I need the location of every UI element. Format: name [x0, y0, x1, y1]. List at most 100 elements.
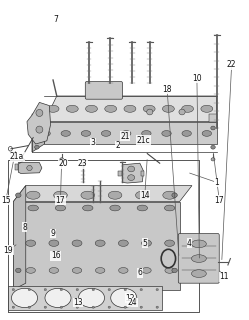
Text: 12: 12: [125, 294, 135, 303]
Ellipse shape: [45, 288, 71, 308]
Ellipse shape: [211, 158, 215, 161]
Ellipse shape: [165, 240, 175, 246]
Ellipse shape: [16, 193, 21, 197]
Ellipse shape: [156, 289, 158, 291]
Ellipse shape: [141, 240, 151, 246]
Ellipse shape: [140, 289, 142, 291]
Text: 7: 7: [53, 15, 58, 24]
Ellipse shape: [12, 306, 15, 308]
Text: 17: 17: [214, 196, 224, 204]
Ellipse shape: [36, 126, 43, 133]
Ellipse shape: [182, 105, 193, 112]
Ellipse shape: [211, 145, 215, 149]
Ellipse shape: [191, 240, 206, 248]
Ellipse shape: [54, 191, 67, 199]
FancyBboxPatch shape: [178, 234, 219, 283]
Bar: [32, 114, 41, 122]
Text: 6: 6: [137, 268, 142, 277]
Ellipse shape: [156, 306, 158, 308]
Ellipse shape: [111, 288, 137, 308]
Ellipse shape: [128, 175, 135, 180]
Ellipse shape: [49, 268, 59, 273]
FancyBboxPatch shape: [8, 286, 162, 310]
Ellipse shape: [143, 105, 155, 112]
Ellipse shape: [44, 289, 47, 291]
Text: 1: 1: [214, 178, 219, 187]
FancyBboxPatch shape: [85, 82, 123, 99]
Polygon shape: [44, 122, 217, 144]
Text: 10: 10: [192, 74, 202, 83]
Ellipse shape: [81, 191, 95, 199]
Ellipse shape: [28, 289, 31, 291]
Polygon shape: [13, 202, 180, 290]
Text: 21: 21: [120, 132, 130, 140]
Text: 19: 19: [3, 246, 13, 255]
Text: 18: 18: [162, 85, 172, 94]
Polygon shape: [32, 122, 44, 152]
Text: 21a: 21a: [10, 152, 24, 161]
Ellipse shape: [60, 289, 62, 291]
Ellipse shape: [191, 255, 206, 262]
Ellipse shape: [11, 288, 38, 308]
Ellipse shape: [28, 205, 38, 211]
Ellipse shape: [76, 306, 78, 308]
Text: 13: 13: [73, 298, 83, 307]
Ellipse shape: [86, 105, 97, 112]
Text: 21c: 21c: [137, 136, 150, 145]
Polygon shape: [13, 186, 192, 202]
Ellipse shape: [92, 289, 95, 291]
Bar: [209, 114, 217, 122]
Ellipse shape: [164, 205, 175, 211]
Ellipse shape: [124, 289, 126, 291]
Ellipse shape: [182, 131, 191, 136]
Polygon shape: [123, 163, 144, 183]
Ellipse shape: [202, 131, 212, 136]
Ellipse shape: [163, 191, 177, 199]
Ellipse shape: [128, 166, 135, 172]
Ellipse shape: [142, 268, 151, 273]
Text: 3: 3: [90, 138, 95, 147]
Ellipse shape: [118, 240, 128, 246]
Ellipse shape: [47, 105, 59, 112]
Bar: [118, 171, 122, 176]
Ellipse shape: [16, 268, 21, 273]
Ellipse shape: [44, 306, 47, 308]
Ellipse shape: [191, 270, 206, 277]
Ellipse shape: [95, 268, 105, 273]
Ellipse shape: [60, 306, 62, 308]
Ellipse shape: [162, 105, 174, 112]
Bar: [15, 164, 18, 170]
Ellipse shape: [110, 205, 120, 211]
Ellipse shape: [201, 105, 213, 112]
Text: 15: 15: [1, 196, 11, 204]
Ellipse shape: [41, 131, 50, 136]
Polygon shape: [27, 102, 51, 144]
Ellipse shape: [61, 131, 70, 136]
Polygon shape: [44, 96, 217, 122]
Ellipse shape: [26, 191, 40, 199]
Text: 8: 8: [22, 223, 27, 232]
Ellipse shape: [162, 131, 171, 136]
Ellipse shape: [122, 131, 131, 136]
Text: 5: 5: [142, 239, 147, 248]
Text: 23: 23: [78, 159, 88, 168]
Ellipse shape: [12, 289, 15, 291]
Ellipse shape: [147, 109, 153, 115]
Text: 16: 16: [51, 252, 60, 260]
Ellipse shape: [137, 205, 148, 211]
Text: 14: 14: [140, 191, 150, 200]
Ellipse shape: [35, 145, 39, 149]
Ellipse shape: [95, 240, 105, 246]
Ellipse shape: [83, 205, 93, 211]
Ellipse shape: [142, 131, 151, 136]
Ellipse shape: [172, 193, 177, 197]
Ellipse shape: [172, 268, 177, 273]
Ellipse shape: [179, 109, 185, 115]
Polygon shape: [18, 163, 42, 173]
Ellipse shape: [72, 268, 82, 273]
Ellipse shape: [92, 306, 95, 308]
Ellipse shape: [60, 158, 64, 161]
Ellipse shape: [72, 240, 82, 246]
Ellipse shape: [140, 306, 142, 308]
Ellipse shape: [135, 191, 149, 199]
